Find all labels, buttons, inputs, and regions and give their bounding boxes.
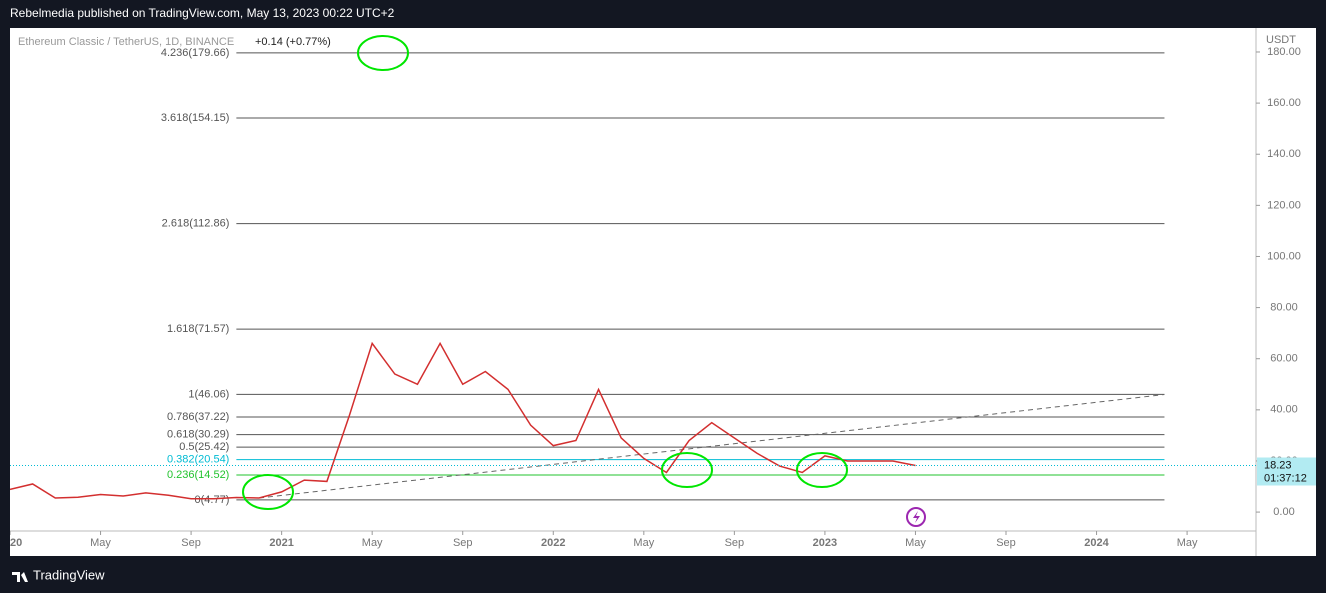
fib-label: 4.236(179.66): [161, 47, 230, 59]
fib-label: 1.618(71.57): [167, 323, 229, 335]
y-tick-label: 160.00: [1267, 97, 1301, 109]
annotations: [242, 35, 848, 510]
circle: [242, 474, 294, 510]
fib-label: 0.382(20.54): [167, 453, 229, 465]
fib-label: 1(46.06): [188, 388, 229, 400]
y-tick-label: 100.00: [1267, 250, 1301, 262]
x-tick-label: Sep: [725, 537, 745, 549]
x-tick-label: 2021: [269, 537, 293, 549]
circle: [796, 452, 848, 488]
price-line: [10, 341, 916, 500]
x-tick-label: Sep: [996, 537, 1016, 549]
fib-label: 3.618(154.15): [161, 112, 230, 124]
symbol-title: Ethereum Classic / TetherUS, 1D, BINANCE: [18, 36, 234, 48]
x-tick-label: May: [905, 537, 926, 549]
x-tick-label: May: [633, 537, 654, 549]
y-tick-label: 60.00: [1270, 353, 1298, 365]
last-price: 18.23: [1264, 459, 1292, 471]
price-label-box: [1257, 457, 1316, 486]
y-tick-label: 40.00: [1270, 404, 1298, 416]
fib-label: 2.618(112.86): [162, 218, 230, 230]
fib-label: 0.5(25.42): [179, 441, 229, 453]
change: +0.14 (+0.77%): [255, 36, 331, 48]
x-tick-label: May: [362, 537, 383, 549]
x-tick-label: 2020: [0, 537, 22, 549]
publisher: Rebelmedia published on TradingView.com,…: [10, 6, 395, 20]
logo: [12, 572, 28, 582]
x-tick-label: May: [1177, 537, 1198, 549]
fib-label: 0(4.77): [195, 494, 230, 506]
y-tick-label: 120.00: [1267, 199, 1301, 211]
fib-label: 0.786(37.22): [167, 411, 229, 423]
event-icon[interactable]: [906, 507, 926, 527]
y-tick-label: 140.00: [1267, 148, 1301, 160]
x-tick-label: Sep: [181, 537, 201, 549]
countdown: 01:37:12: [1264, 472, 1307, 484]
x-tick-label: 2024: [1084, 537, 1109, 549]
trendline: [258, 394, 1165, 499]
brand: TradingView: [33, 567, 105, 582]
y-tick-label: 180.00: [1267, 46, 1301, 58]
fib-label: 0.618(30.29): [167, 429, 229, 441]
circle: [357, 35, 409, 71]
time-axis: 2020 May Sep 2021 May Sep 2022 May Sep 2023 May Sep…: [0, 531, 1198, 549]
plot: 4.236(179.66) 3.618(154.15) 2.618(112.86) 1…: [10, 47, 1165, 506]
circle: [661, 452, 713, 488]
event-icon: [913, 511, 920, 523]
y-tick-label: 80.00: [1270, 302, 1298, 314]
x-tick-label: 2022: [541, 537, 565, 549]
currency: USDT: [1266, 34, 1296, 46]
y-tick-label: 0.00: [1273, 506, 1294, 518]
x-tick-label: 2023: [813, 537, 837, 549]
fib-label: 0.236(14.52): [167, 469, 229, 481]
x-tick-label: May: [90, 537, 111, 549]
x-tick-label: Sep: [453, 537, 473, 549]
